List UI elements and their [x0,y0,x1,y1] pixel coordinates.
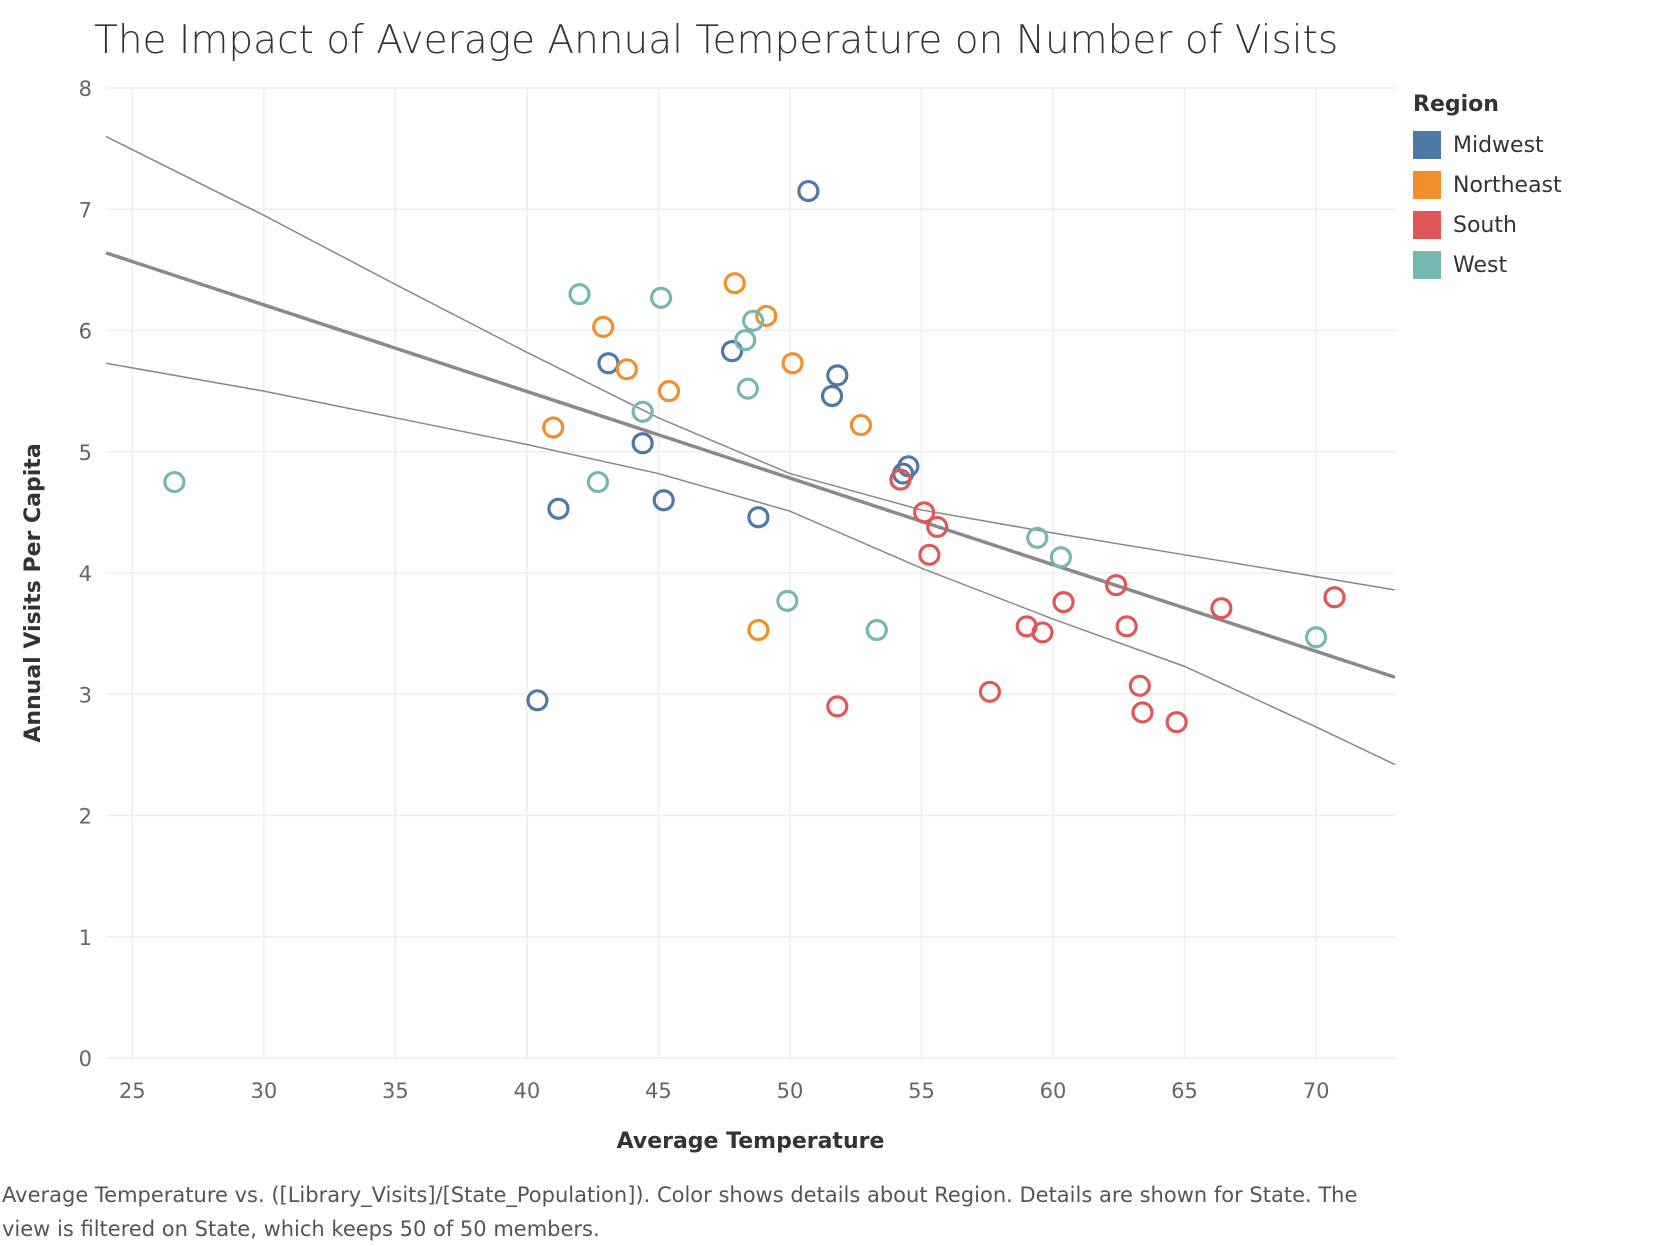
confidence-band-lower [105,362,1396,766]
data-point-south [1165,711,1188,734]
x-tick-label: 40 [514,1079,541,1103]
data-point-midwest [820,384,844,408]
y-tick-label: 8 [79,77,92,101]
legend-item-west[interactable]: West [1413,245,1562,285]
x-tick-label: 35 [382,1079,409,1103]
y-axis-ticks: 0 1 2 3 4 5 6 7 8 [79,77,92,1071]
legend-item-south[interactable]: South [1413,205,1562,245]
data-point-west [742,309,765,332]
data-point-south [889,468,912,491]
data-points [163,179,1346,734]
legend-label: West [1453,252,1508,278]
y-tick-label: 6 [79,320,92,344]
data-point-northeast [592,315,615,338]
legend-swatch [1413,211,1441,239]
data-point-midwest [720,340,744,363]
y-tick-label: 0 [79,1047,92,1071]
x-tick-label: 30 [250,1079,277,1103]
data-point-west [1304,626,1328,649]
data-point-midwest [526,689,549,712]
x-axis-label: Average Temperature [617,1129,885,1154]
legend-item-northeast[interactable]: Northeast [1413,165,1562,205]
trend-line-group [105,251,1396,679]
data-point-west [649,286,673,309]
data-point-south [1105,574,1128,597]
caption: Average Temperature vs. ([Library_Visits… [2,1183,1358,1241]
data-point-midwest [547,497,570,520]
data-point-south [1031,621,1054,644]
data-point-northeast [542,416,565,439]
trend-line [105,251,1396,679]
y-tick-label: 7 [79,198,92,222]
data-point-south [926,515,949,539]
x-axis-ticks: 25 30 35 40 45 50 55 60 65 70 [119,1079,1330,1103]
x-tick-label: 70 [1303,1079,1330,1103]
data-point-south [978,680,1001,703]
legend-title: Region [1413,92,1499,117]
legend-swatch [1413,171,1441,199]
confidence-band-upper [105,135,1396,591]
data-point-northeast [781,352,804,375]
x-tick-label: 60 [1040,1079,1067,1103]
data-point-south [918,543,941,566]
x-tick-label: 55 [908,1079,935,1103]
data-point-west [734,329,757,352]
data-point-south [1131,701,1154,724]
data-point-west [1049,546,1073,569]
legend-label: Midwest [1453,132,1544,158]
data-point-midwest [652,489,675,512]
data-point-west [631,400,654,423]
data-point-west [568,283,591,306]
data-point-midwest [797,179,820,203]
x-tick-label: 25 [119,1079,146,1103]
y-tick-label: 3 [79,683,92,707]
y-tick-label: 2 [79,805,92,829]
y-tick-label: 4 [79,562,92,586]
data-point-south [826,695,849,718]
grid [106,87,1395,1059]
legend-label: South [1453,212,1517,238]
data-point-west [736,377,759,400]
data-point-midwest [747,506,770,529]
data-point-northeast [657,380,681,403]
data-point-midwest [826,364,849,387]
x-tick-label: 45 [645,1079,672,1103]
y-axis-label: Annual Visits Per Capita [21,443,46,742]
legend-item-midwest[interactable]: Midwest [1413,125,1562,165]
data-point-south [1323,586,1346,609]
data-point-south [913,501,936,524]
data-point-northeast [723,272,746,295]
data-point-northeast [747,618,770,642]
data-point-west [865,618,888,642]
data-point-south [1210,597,1233,620]
data-point-south [1052,590,1075,614]
data-point-northeast [615,358,638,381]
legend-swatch [1413,251,1441,279]
confidence-bands [105,135,1396,766]
data-point-south [1115,615,1138,638]
x-tick-label: 65 [1171,1079,1198,1103]
data-point-west [163,470,186,494]
legend-swatch [1413,131,1441,159]
chart-title: The Impact of Average Annual Temperature… [94,18,1339,63]
y-tick-label: 1 [79,926,92,950]
legend: Region Midwest Northeast South West [1413,92,1562,285]
data-point-northeast [849,413,873,437]
data-point-west [1026,526,1049,549]
data-point-south [1128,674,1151,697]
data-point-west [776,589,799,612]
data-point-west [586,470,610,494]
data-point-northeast [755,304,778,328]
legend-label: Northeast [1453,172,1562,198]
y-tick-label: 5 [79,441,92,465]
data-point-midwest [597,352,620,375]
data-point-midwest [631,432,654,455]
x-tick-label: 50 [777,1079,804,1103]
